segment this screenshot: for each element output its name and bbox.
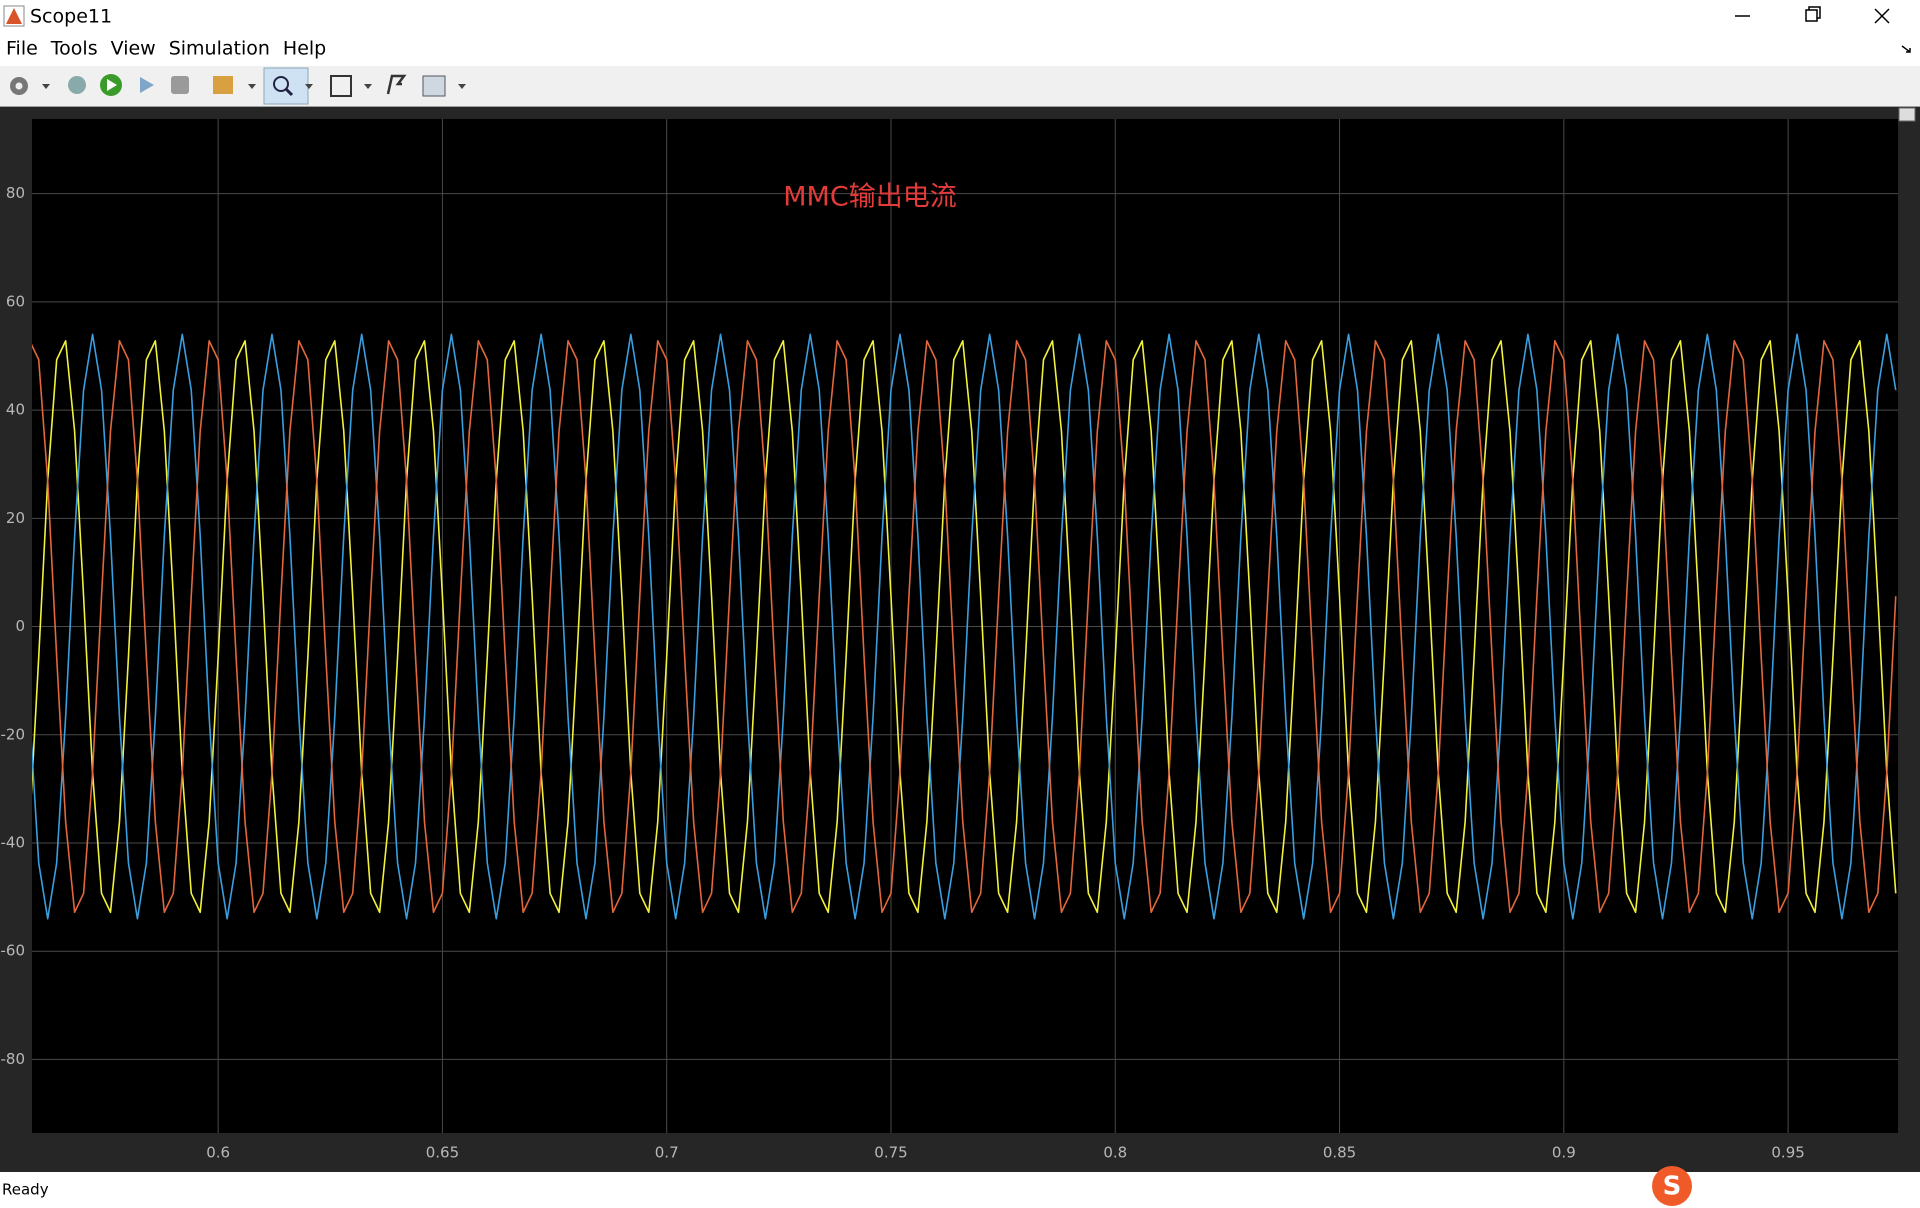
signal-line (32, 340, 1897, 914)
x-tick-label: 0.6 (206, 1144, 230, 1162)
x-tick-label: 0.95 (1771, 1144, 1804, 1162)
autoscale-button[interactable] (330, 75, 352, 97)
x-tick-label: 0.9 (1552, 1144, 1576, 1162)
annotation: MMC输出电流 (783, 182, 956, 213)
svg-text:S: S (1663, 1172, 1682, 1202)
x-tick-label: 0.8 (1103, 1144, 1127, 1162)
y-tick-label: -20 (1, 725, 26, 743)
tick-labels: -80 -60 -40 -20 0 20 40 60 80 0.6 0.65 0.7 0.75 0.8 0.… (1, 184, 1805, 1161)
y-tick-label: 40 (6, 401, 25, 419)
y-tick-label: -80 (1, 1050, 26, 1068)
status-bar (0, 1172, 1920, 1208)
signal-line (32, 333, 1897, 920)
stop-button[interactable] (171, 76, 189, 94)
trigger-button[interactable] (386, 74, 407, 95)
app-icon (3, 5, 25, 27)
menu-item[interactable]: File (6, 38, 38, 60)
y-tick-label: -60 (1, 942, 26, 960)
menu: File Tools View Simulation Help (6, 38, 326, 60)
zoom-button[interactable] (263, 67, 309, 105)
signals (32, 333, 1897, 920)
close[interactable] (1874, 8, 1890, 24)
status-text: Ready (2, 1181, 49, 1199)
undock-icon[interactable] (1901, 45, 1911, 53)
highlight-button[interactable] (213, 76, 233, 94)
restore-back (1808, 6, 1821, 19)
x-tick-label: 0.75 (874, 1144, 907, 1162)
ime-indicator: S (1652, 1166, 1692, 1206)
y-tick-label: 20 (6, 509, 25, 527)
menu-item[interactable]: Help (283, 38, 326, 60)
step-back-button[interactable] (68, 76, 86, 94)
menu-item[interactable]: Simulation (169, 38, 270, 60)
y-tick-label: 60 (6, 292, 25, 310)
y-tick-label: 80 (6, 184, 25, 202)
collapse-button[interactable] (1898, 107, 1916, 122)
measure-button[interactable] (422, 75, 446, 97)
menu-item[interactable]: Tools (50, 38, 98, 60)
y-tick-label: 0 (15, 617, 25, 635)
toolbar-icons (10, 67, 466, 105)
window-title: Scope11 (30, 6, 112, 28)
restore[interactable] (1805, 9, 1818, 22)
menu-bar (0, 33, 1920, 64)
title-bar (0, 0, 1920, 33)
window-controls[interactable] (1735, 6, 1890, 24)
plot-area (32, 119, 1898, 1133)
x-tick-label: 0.85 (1323, 1144, 1356, 1162)
step-forward-button[interactable] (140, 77, 154, 93)
menu-item[interactable]: View (111, 38, 156, 60)
y-tick-label: -40 (1, 833, 26, 851)
x-tick-label: 0.7 (655, 1144, 679, 1162)
toolbar (0, 66, 1920, 106)
signal-line (32, 340, 1897, 914)
x-tick-label: 0.65 (426, 1144, 459, 1162)
